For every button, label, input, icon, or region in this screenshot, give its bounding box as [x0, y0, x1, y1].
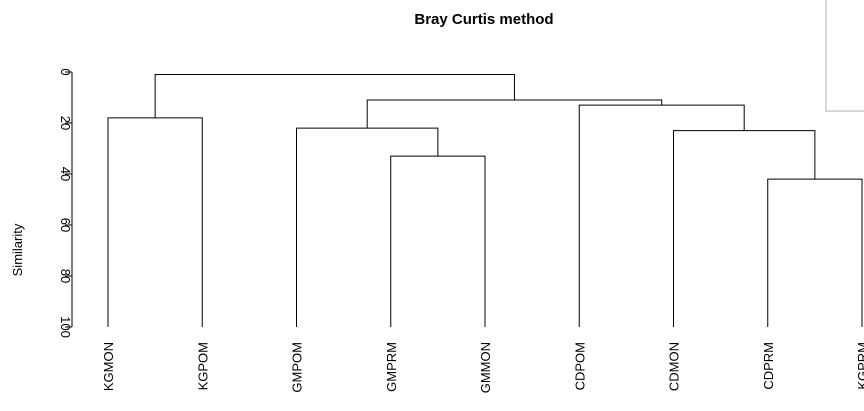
y-tick-label: 100 [58, 316, 73, 338]
dendrogram-link [296, 127, 439, 327]
leaf-label: KGPOM [195, 342, 210, 390]
y-tick-label: 60 [58, 218, 73, 232]
dendrogram-link [107, 117, 203, 327]
y-tick-label: 80 [58, 269, 73, 283]
chart-title: Bray Curtis method [414, 11, 553, 28]
leaf-label: CDPOM [572, 342, 587, 390]
y-axis-label: Similarity [10, 223, 25, 276]
dendrogram-link [673, 130, 816, 327]
dendrogram-link [767, 178, 863, 327]
y-tick-label: 0 [58, 68, 73, 75]
y-tick-label: 20 [58, 116, 73, 130]
dendrogram-link [578, 104, 745, 327]
leaf-label: CDPRM [761, 342, 776, 390]
leaf-label: GMPOM [290, 342, 305, 393]
dendrogram-link [366, 99, 663, 129]
legend-box [825, 0, 864, 112]
dendrogram-link [154, 74, 515, 118]
leaf-label: GMMON [478, 342, 493, 393]
leaf-label: KGPRM [855, 342, 864, 390]
y-tick-label: 40 [58, 167, 73, 181]
leaf-label: CDMON [667, 342, 682, 391]
dendrogram-link [390, 155, 486, 327]
leaf-label: GMPRM [384, 342, 399, 392]
leaf-label: KGMON [101, 342, 116, 391]
